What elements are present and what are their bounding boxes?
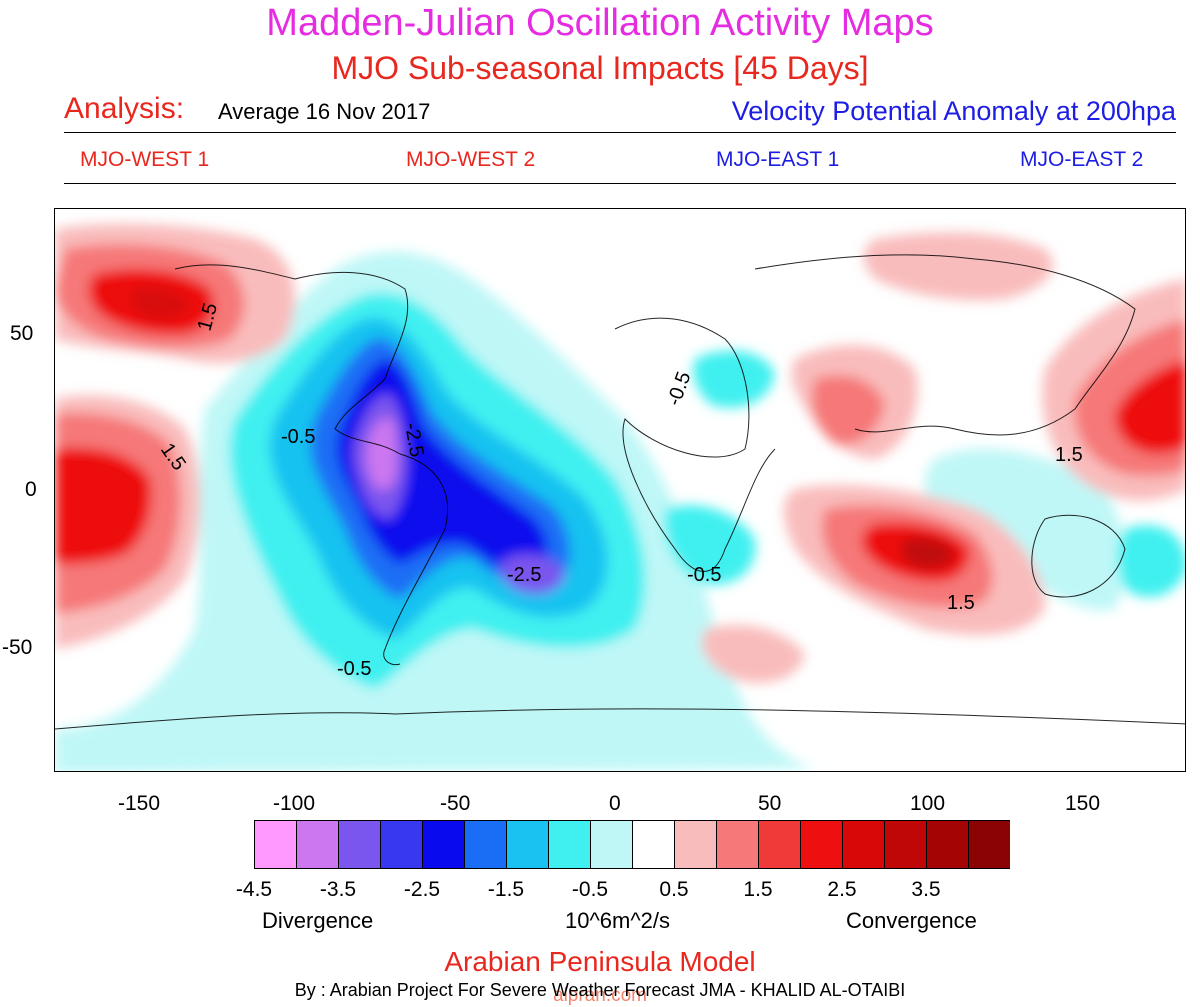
anomaly-region-pos-mid-asia xyxy=(811,375,885,445)
contour-label: 1.5 xyxy=(947,592,975,614)
colorbar-tick-label: -0.5 xyxy=(571,878,609,901)
y-tick-label: -50 xyxy=(2,636,33,659)
anomaly-region-cyan-africa xyxy=(664,505,756,585)
anomaly-region-lilac xyxy=(366,417,398,491)
colorbar-tick-label: 2.5 xyxy=(827,878,857,901)
coastline-antarctica xyxy=(55,708,1185,730)
contour-label: -0.5 xyxy=(663,369,695,409)
colorbar-swatch xyxy=(338,820,381,869)
coastline-europe-africa xyxy=(614,317,776,572)
phase-label: MJO-EAST 2 xyxy=(1020,148,1144,171)
x-tick-label: -50 xyxy=(440,792,471,815)
colorbar-swatch xyxy=(926,820,969,869)
phase-label: MJO-EAST 1 xyxy=(716,148,840,171)
x-tick-label: -150 xyxy=(118,792,161,815)
x-tick-label: 0 xyxy=(609,792,621,815)
model-name: Arabian Peninsula Model xyxy=(444,946,756,977)
header-rule-bottom xyxy=(64,183,1176,184)
coastline-north-america xyxy=(174,264,409,455)
colorbar-swatch xyxy=(548,820,591,869)
colorbar-tick-label: -1.5 xyxy=(487,878,525,901)
colorbar xyxy=(254,820,1010,869)
anomaly-map-svg: 1.5 1.5 1.5 1.5 -2.5 -2.5 -0.5 -0.5 -0.5… xyxy=(55,223,1185,771)
colorbar-swatch xyxy=(674,820,717,869)
coastline-asia xyxy=(754,254,1136,436)
colorbar-swatch xyxy=(506,820,549,869)
colorbar-swatch xyxy=(800,820,843,869)
colorbar-swatch xyxy=(632,820,675,869)
anomaly-region-pos-strong-wp xyxy=(1115,359,1185,454)
map-subtitle: MJO Sub-seasonal Impacts [45 Days] xyxy=(331,50,869,86)
phase-label: MJO-WEST 2 xyxy=(406,148,536,171)
anomaly-region-violet-sa xyxy=(500,554,565,594)
contour-labels: 1.5 1.5 1.5 1.5 -2.5 -2.5 -0.5 -0.5 -0.5… xyxy=(156,301,1083,680)
colorbar-tick-label: 3.5 xyxy=(911,878,941,901)
coastlines xyxy=(55,254,1185,730)
colorbar-tick-label: -2.5 xyxy=(403,878,441,901)
colorbar-swatch xyxy=(716,820,759,869)
anomaly-region-pos-light-top xyxy=(863,232,1053,301)
anomaly-region-pos-core-np xyxy=(131,287,190,319)
x-tick-label: 150 xyxy=(1065,792,1101,815)
colorbar-tick-label: 0.5 xyxy=(659,878,689,901)
analysis-label: Analysis: xyxy=(64,92,185,125)
coastline-australia xyxy=(1031,514,1126,598)
units-label: 10^6m^2/s xyxy=(565,908,671,933)
colorbar-swatch xyxy=(296,820,339,869)
credit-line: By : Arabian Project For Severe Weather … xyxy=(294,980,906,1000)
anomaly-region-cyan-med xyxy=(693,350,775,408)
x-tick-label: 100 xyxy=(910,792,946,815)
x-tick-label: -100 xyxy=(273,792,316,815)
map-title: Madden-Julian Oscillation Activity Maps xyxy=(266,2,934,44)
colorbar-swatch xyxy=(254,820,297,869)
anomaly-region-pos-light-so xyxy=(701,625,805,683)
anomaly-field xyxy=(55,223,1185,771)
analysis-date: Average 16 Nov 2017 xyxy=(218,99,431,124)
colorbar-swatch xyxy=(842,820,885,869)
anomaly-region-cyan-pacific xyxy=(1117,525,1185,598)
colorbar-swatch xyxy=(422,820,465,869)
phase-label-east-1: MJO-EAST 1 xyxy=(716,148,839,172)
watermark: alpran.com xyxy=(553,985,647,1006)
colorbar-tick-label: -3.5 xyxy=(319,878,357,901)
anomaly-map: 1.5 1.5 1.5 1.5 -2.5 -2.5 -0.5 -0.5 -0.5… xyxy=(54,208,1186,772)
header-rule-top xyxy=(64,132,1176,133)
contour-label: -0.5 xyxy=(337,658,371,680)
colorbar-swatch xyxy=(590,820,633,869)
anomaly-region-light-neg-indo xyxy=(924,448,1126,611)
colorbar-swatch xyxy=(758,820,801,869)
contour-label: -0.5 xyxy=(687,564,721,586)
colorbar-swatch xyxy=(884,820,927,869)
phase-label-west-1: MJO-WEST 1 xyxy=(80,148,209,172)
colorbar-tick-label: 1.5 xyxy=(743,878,773,901)
phase-label-west-2: MJO-WEST 2 xyxy=(406,148,535,172)
divergence-label: Divergence xyxy=(262,908,374,933)
colorbar-swatch xyxy=(380,820,423,869)
y-tick-label: 50 xyxy=(10,322,34,345)
convergence-label: Convergence xyxy=(846,908,977,933)
contour-label: 1.5 xyxy=(1055,444,1083,466)
variable-title: Velocity Potential Anomaly at 200hpa xyxy=(731,96,1176,126)
colorbar-tick-label: -4.5 xyxy=(235,878,273,901)
colorbar-swatch xyxy=(464,820,507,869)
x-tick-label: 50 xyxy=(758,792,782,815)
contour-label: -2.5 xyxy=(507,564,541,586)
phase-label-east-2: MJO-EAST 2 xyxy=(1020,148,1143,172)
y-tick-label: 0 xyxy=(25,478,37,501)
phase-label: MJO-WEST 1 xyxy=(80,148,210,171)
coastline-south-america xyxy=(383,453,449,666)
contour-label: -0.5 xyxy=(281,426,315,448)
colorbar-swatch xyxy=(968,820,1010,869)
anomaly-region-pos-strong-cp xyxy=(55,447,152,564)
anomaly-region-pos-core-io xyxy=(901,537,955,569)
